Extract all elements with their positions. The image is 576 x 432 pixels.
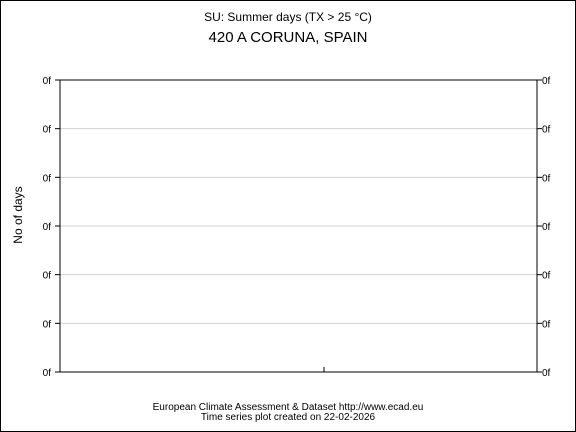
y-ticks: 0f 0f 0f 0f 0f 0f 0f 0f 0f 0f 0f 0f 0f 0f xyxy=(43,76,551,379)
y-tick-label-right: 0f xyxy=(542,368,551,379)
footer-created: Time series plot created on 22-02-2026 xyxy=(201,412,376,423)
y-axis-label: No of days xyxy=(11,186,25,243)
y-tick-label-left: 0f xyxy=(43,368,52,379)
y-tick-label-left: 0f xyxy=(43,173,52,184)
y-tick-label-left: 0f xyxy=(43,319,52,330)
chart-title: SU: Summer days (TX > 25 °C) xyxy=(204,10,372,24)
y-tick-label-right: 0f xyxy=(542,125,551,136)
y-tick-label-left: 0f xyxy=(43,271,52,282)
y-tick-label-right: 0f xyxy=(542,76,551,87)
y-tick-label-left: 0f xyxy=(43,125,52,136)
y-tick-label-right: 0f xyxy=(542,271,551,282)
chart-subtitle: 420 A CORUNA, SPAIN xyxy=(209,29,368,46)
y-tick-label-right: 0f xyxy=(542,222,551,233)
y-tick-label-right: 0f xyxy=(542,173,551,184)
footer-source: European Climate Assessment & Dataset ht… xyxy=(153,402,424,413)
y-tick-label-right: 0f xyxy=(542,319,551,330)
grid xyxy=(60,128,537,324)
y-tick-label-left: 0f xyxy=(43,222,52,233)
y-tick-label-left: 0f xyxy=(43,76,52,87)
